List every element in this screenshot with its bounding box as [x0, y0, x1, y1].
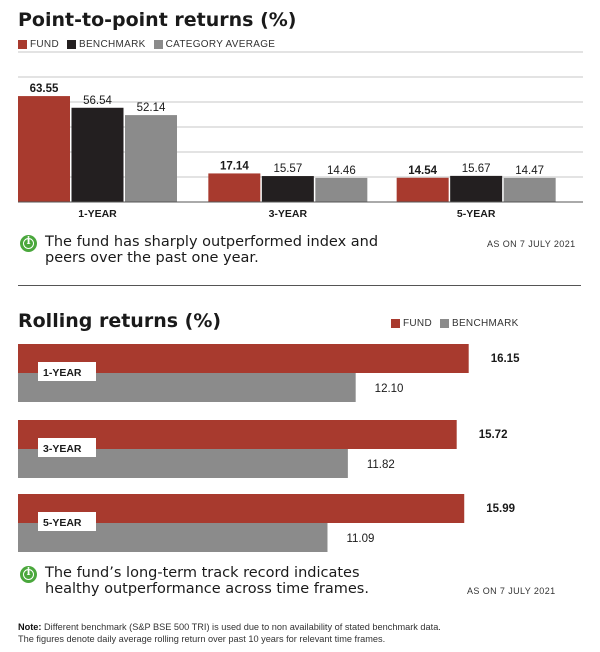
section-divider: [18, 285, 581, 286]
p2p-info: i The fund has sharply outperformed inde…: [20, 234, 385, 266]
legend-benchmark: BENCHMARK: [66, 39, 146, 50]
footnote-label: Note:: [18, 622, 42, 632]
legend-fund-swatch: [18, 40, 27, 49]
p2p-note: The fund has sharply outperformed index …: [45, 234, 379, 266]
rolling-legend-benchmark-label: BENCHMARK: [451, 318, 519, 329]
legend-category-label: CATEGORY AVERAGE: [165, 39, 276, 50]
rolling-note: The fund’s long-term track record indica…: [45, 565, 369, 597]
bar-fund: [208, 173, 261, 202]
category-label: 1-YEAR: [43, 367, 82, 379]
rolling-legend-fund: FUND: [391, 318, 432, 329]
data-label: 15.57: [273, 163, 302, 175]
category-label: 1-YEAR: [78, 208, 117, 220]
data-label: 56.54: [83, 95, 112, 107]
data-label: 17.14: [220, 160, 249, 172]
legend-fund: FUND: [18, 39, 59, 50]
data-label: 14.46: [327, 165, 356, 177]
rolling-legend-fund-label: FUND: [403, 318, 432, 329]
bar-category-average: [315, 177, 368, 202]
rolling-legend-fund-swatch: [391, 319, 400, 328]
legend-fund-label: FUND: [30, 39, 59, 50]
data-label: 15.99: [486, 503, 515, 515]
data-label: 15.72: [479, 429, 508, 441]
data-label: 14.47: [515, 165, 544, 177]
rolling-chart: 16.15 12.10 1-YEAR 15.72 11.82 3-YEAR 15.99 11.…: [18, 344, 520, 552]
bar-category-average: [125, 115, 177, 202]
p2p-as-of: AS ON 7 JULY 2021: [487, 239, 576, 249]
bar-category-average: [503, 177, 556, 202]
rolling-info: i The fund’s long-term track record indi…: [20, 565, 385, 597]
legend-benchmark-swatch: [66, 40, 76, 49]
bar-benchmark: [450, 175, 503, 202]
rolling-as-of: AS ON 7 JULY 2021: [467, 586, 556, 596]
legend-category-swatch: [153, 40, 163, 49]
data-label: 14.54: [408, 165, 437, 177]
footnote-line2: The figures denote daily average rolling…: [18, 634, 386, 644]
category-label-box: [38, 438, 96, 457]
category-label: 3-YEAR: [43, 443, 82, 455]
data-label: 16.15: [491, 353, 520, 365]
p2p-chart: 63.55 56.54 52.14 1-YEAR 17.14 15.57 14.46 3-YE…: [18, 51, 583, 220]
rolling-legend-benchmark-swatch: [439, 319, 449, 328]
legend-category: CATEGORY AVERAGE: [153, 39, 276, 50]
rolling-legend-benchmark: BENCHMARK: [439, 318, 519, 329]
data-label: 11.82: [367, 459, 395, 471]
info-icon: i: [20, 235, 37, 252]
p2p-title: Point-to-point returns (%): [18, 9, 297, 31]
info-icon: i: [20, 566, 37, 583]
data-label: 11.09: [346, 533, 374, 545]
data-label: 63.55: [30, 83, 59, 95]
category-label-box: [38, 362, 96, 381]
bar-benchmark: [261, 176, 314, 202]
bar-benchmark: [71, 107, 124, 202]
category-label: 5-YEAR: [43, 517, 82, 529]
bar-fund: [396, 177, 449, 202]
legend-benchmark-label: BENCHMARK: [78, 39, 146, 50]
category-label: 5-YEAR: [457, 208, 496, 220]
p2p-legend: FUND BENCHMARK CATEGORY AVERAGE: [18, 39, 275, 50]
footnote-line1: Note: Different benchmark (S&P BSE 500 T…: [18, 621, 588, 633]
footnote-text1: Different benchmark (S&P BSE 500 TRI) is…: [44, 622, 441, 632]
data-label: 52.14: [137, 102, 166, 114]
footnote: Note: Different benchmark (S&P BSE 500 T…: [18, 621, 588, 645]
data-label: 15.67: [462, 163, 491, 175]
category-label: 3-YEAR: [269, 208, 308, 220]
rolling-title: Rolling returns (%): [18, 310, 222, 332]
category-label-box: [38, 512, 96, 531]
rolling-legend: FUND BENCHMARK: [391, 318, 519, 329]
data-label: 12.10: [375, 383, 404, 395]
bar-fund: [18, 96, 70, 202]
